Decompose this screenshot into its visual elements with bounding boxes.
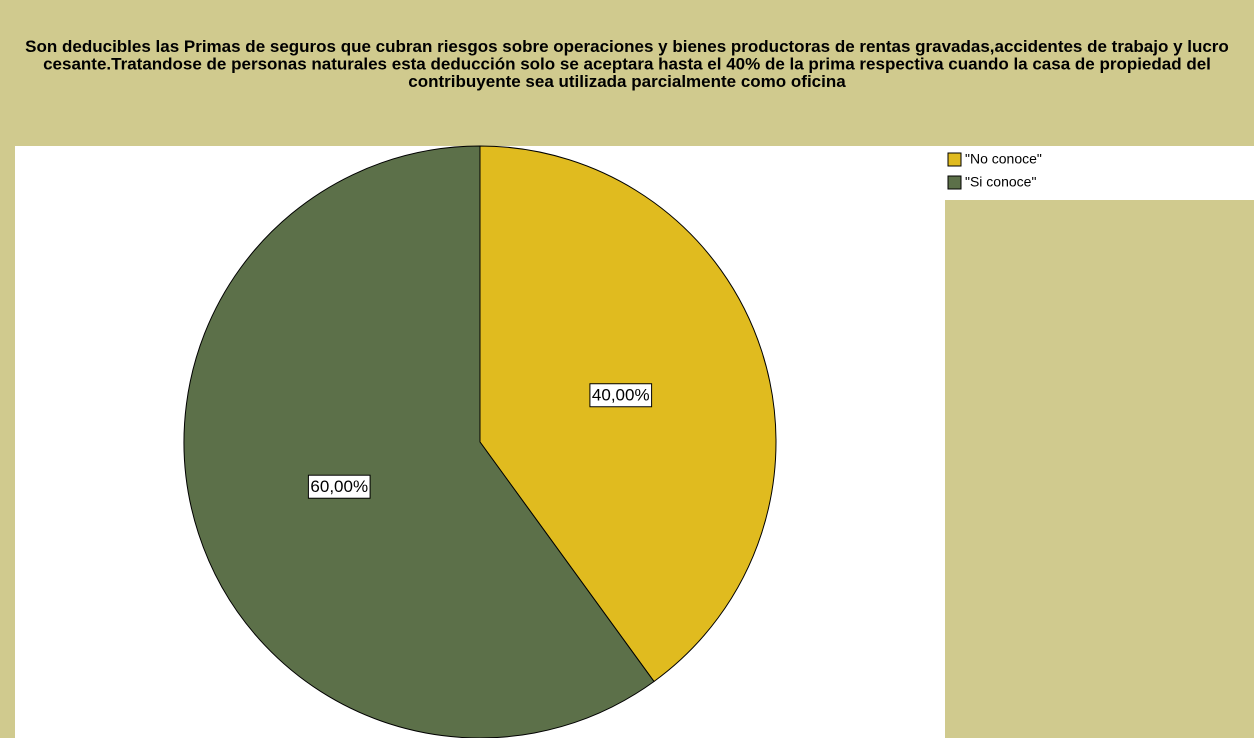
value-label: 40,00%: [592, 386, 650, 405]
chart-title: Son deducibles las Primas de seguros que…: [25, 37, 1229, 91]
legend-swatch: [947, 175, 962, 190]
value-label: 60,00%: [310, 477, 368, 496]
pie-slice: [479, 145, 777, 683]
value-label-box: [307, 474, 371, 499]
legend-label: "Si conoce": [965, 174, 1036, 190]
pie-slice: [183, 145, 655, 738]
legend-box: [945, 146, 1254, 200]
legend-swatch: [947, 152, 962, 167]
legend-label: "No conoce": [965, 151, 1042, 167]
value-label-box: [589, 383, 653, 408]
